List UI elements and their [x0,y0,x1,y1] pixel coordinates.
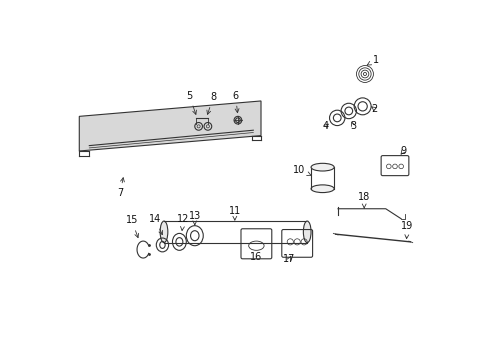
Text: 13: 13 [188,211,201,225]
Text: 14: 14 [148,214,162,235]
Text: 16: 16 [250,252,262,262]
Text: 9: 9 [400,146,406,156]
Ellipse shape [303,221,310,243]
Text: 18: 18 [357,192,369,208]
Ellipse shape [310,185,333,193]
Text: 5: 5 [186,91,196,114]
Text: 6: 6 [232,91,239,113]
Ellipse shape [310,163,333,171]
Text: 8: 8 [206,92,216,114]
Text: 1: 1 [366,55,378,65]
Polygon shape [79,101,261,151]
Text: 11: 11 [228,206,241,220]
Text: 15: 15 [125,215,138,238]
Text: 19: 19 [400,221,412,239]
Text: 3: 3 [349,121,356,131]
Text: 2: 2 [370,104,377,114]
Text: 4: 4 [322,121,328,131]
Text: 12: 12 [177,214,189,230]
Text: 7: 7 [117,178,124,198]
Text: 10: 10 [293,165,310,175]
Text: 17: 17 [283,254,295,264]
Ellipse shape [160,221,167,243]
